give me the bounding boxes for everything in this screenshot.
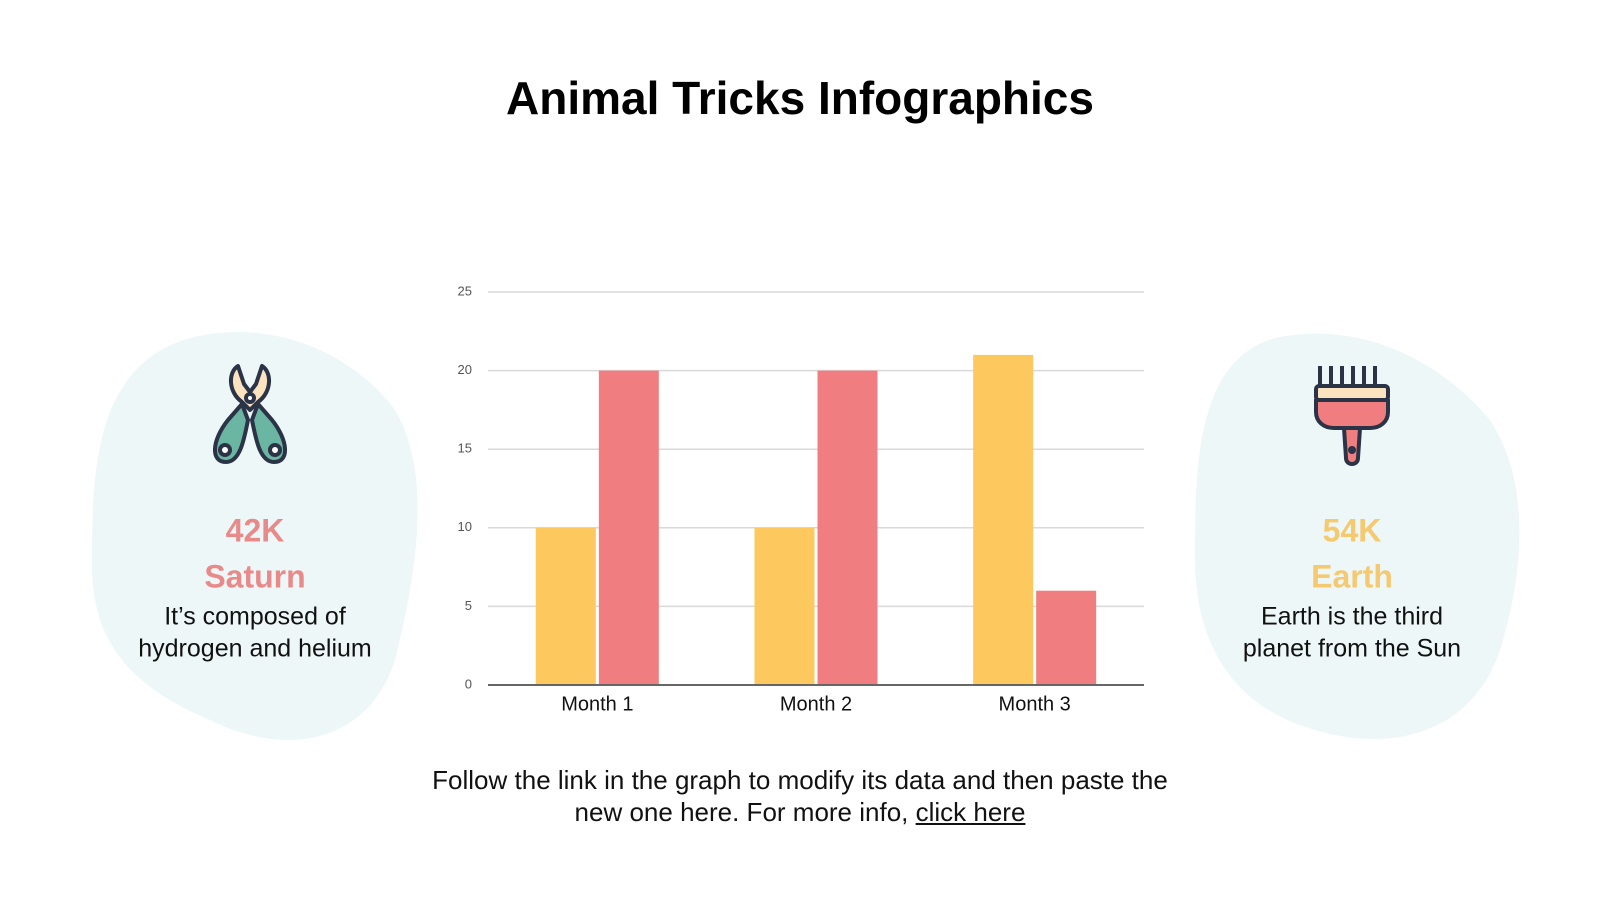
bar — [535, 527, 596, 685]
footer-text: Follow the link in the graph to modify i… — [432, 765, 1168, 795]
title: Animal Tricks Infographics — [506, 72, 1094, 124]
brush-icon — [1314, 366, 1390, 466]
x-tick-label: Month 2 — [780, 693, 852, 715]
bar — [598, 370, 659, 685]
y-tick-label: 20 — [458, 362, 472, 377]
card-name: Saturn — [204, 558, 305, 594]
bar — [754, 527, 815, 685]
bar — [817, 370, 878, 685]
footer-text: new one here. For more info, — [574, 797, 916, 827]
card-description: It’s composed of — [164, 603, 346, 631]
footer-link[interactable]: click here — [915, 797, 1026, 827]
footer: Follow the link in the graph to modify i… — [300, 764, 1300, 828]
bar — [1036, 590, 1097, 685]
y-tick-label: 15 — [458, 441, 472, 456]
card-blob — [1195, 333, 1520, 740]
y-tick-label: 0 — [465, 676, 472, 691]
card-description: hydrogen and helium — [138, 635, 372, 663]
card-description: planet from the Sun — [1243, 635, 1461, 663]
card-stat: 42K — [226, 512, 285, 548]
y-tick-label: 10 — [458, 519, 472, 534]
x-tick-label: Month 1 — [561, 693, 633, 715]
pliers-icon — [213, 364, 287, 464]
y-tick-label: 5 — [465, 598, 472, 613]
card-blob — [91, 332, 418, 740]
y-tick-label: 25 — [458, 283, 472, 298]
bar — [973, 354, 1034, 685]
x-tick-label: Month 3 — [999, 693, 1071, 715]
card-description: Earth is the third — [1261, 603, 1443, 631]
card-stat: 54K — [1323, 512, 1382, 548]
card-name: Earth — [1311, 558, 1393, 594]
